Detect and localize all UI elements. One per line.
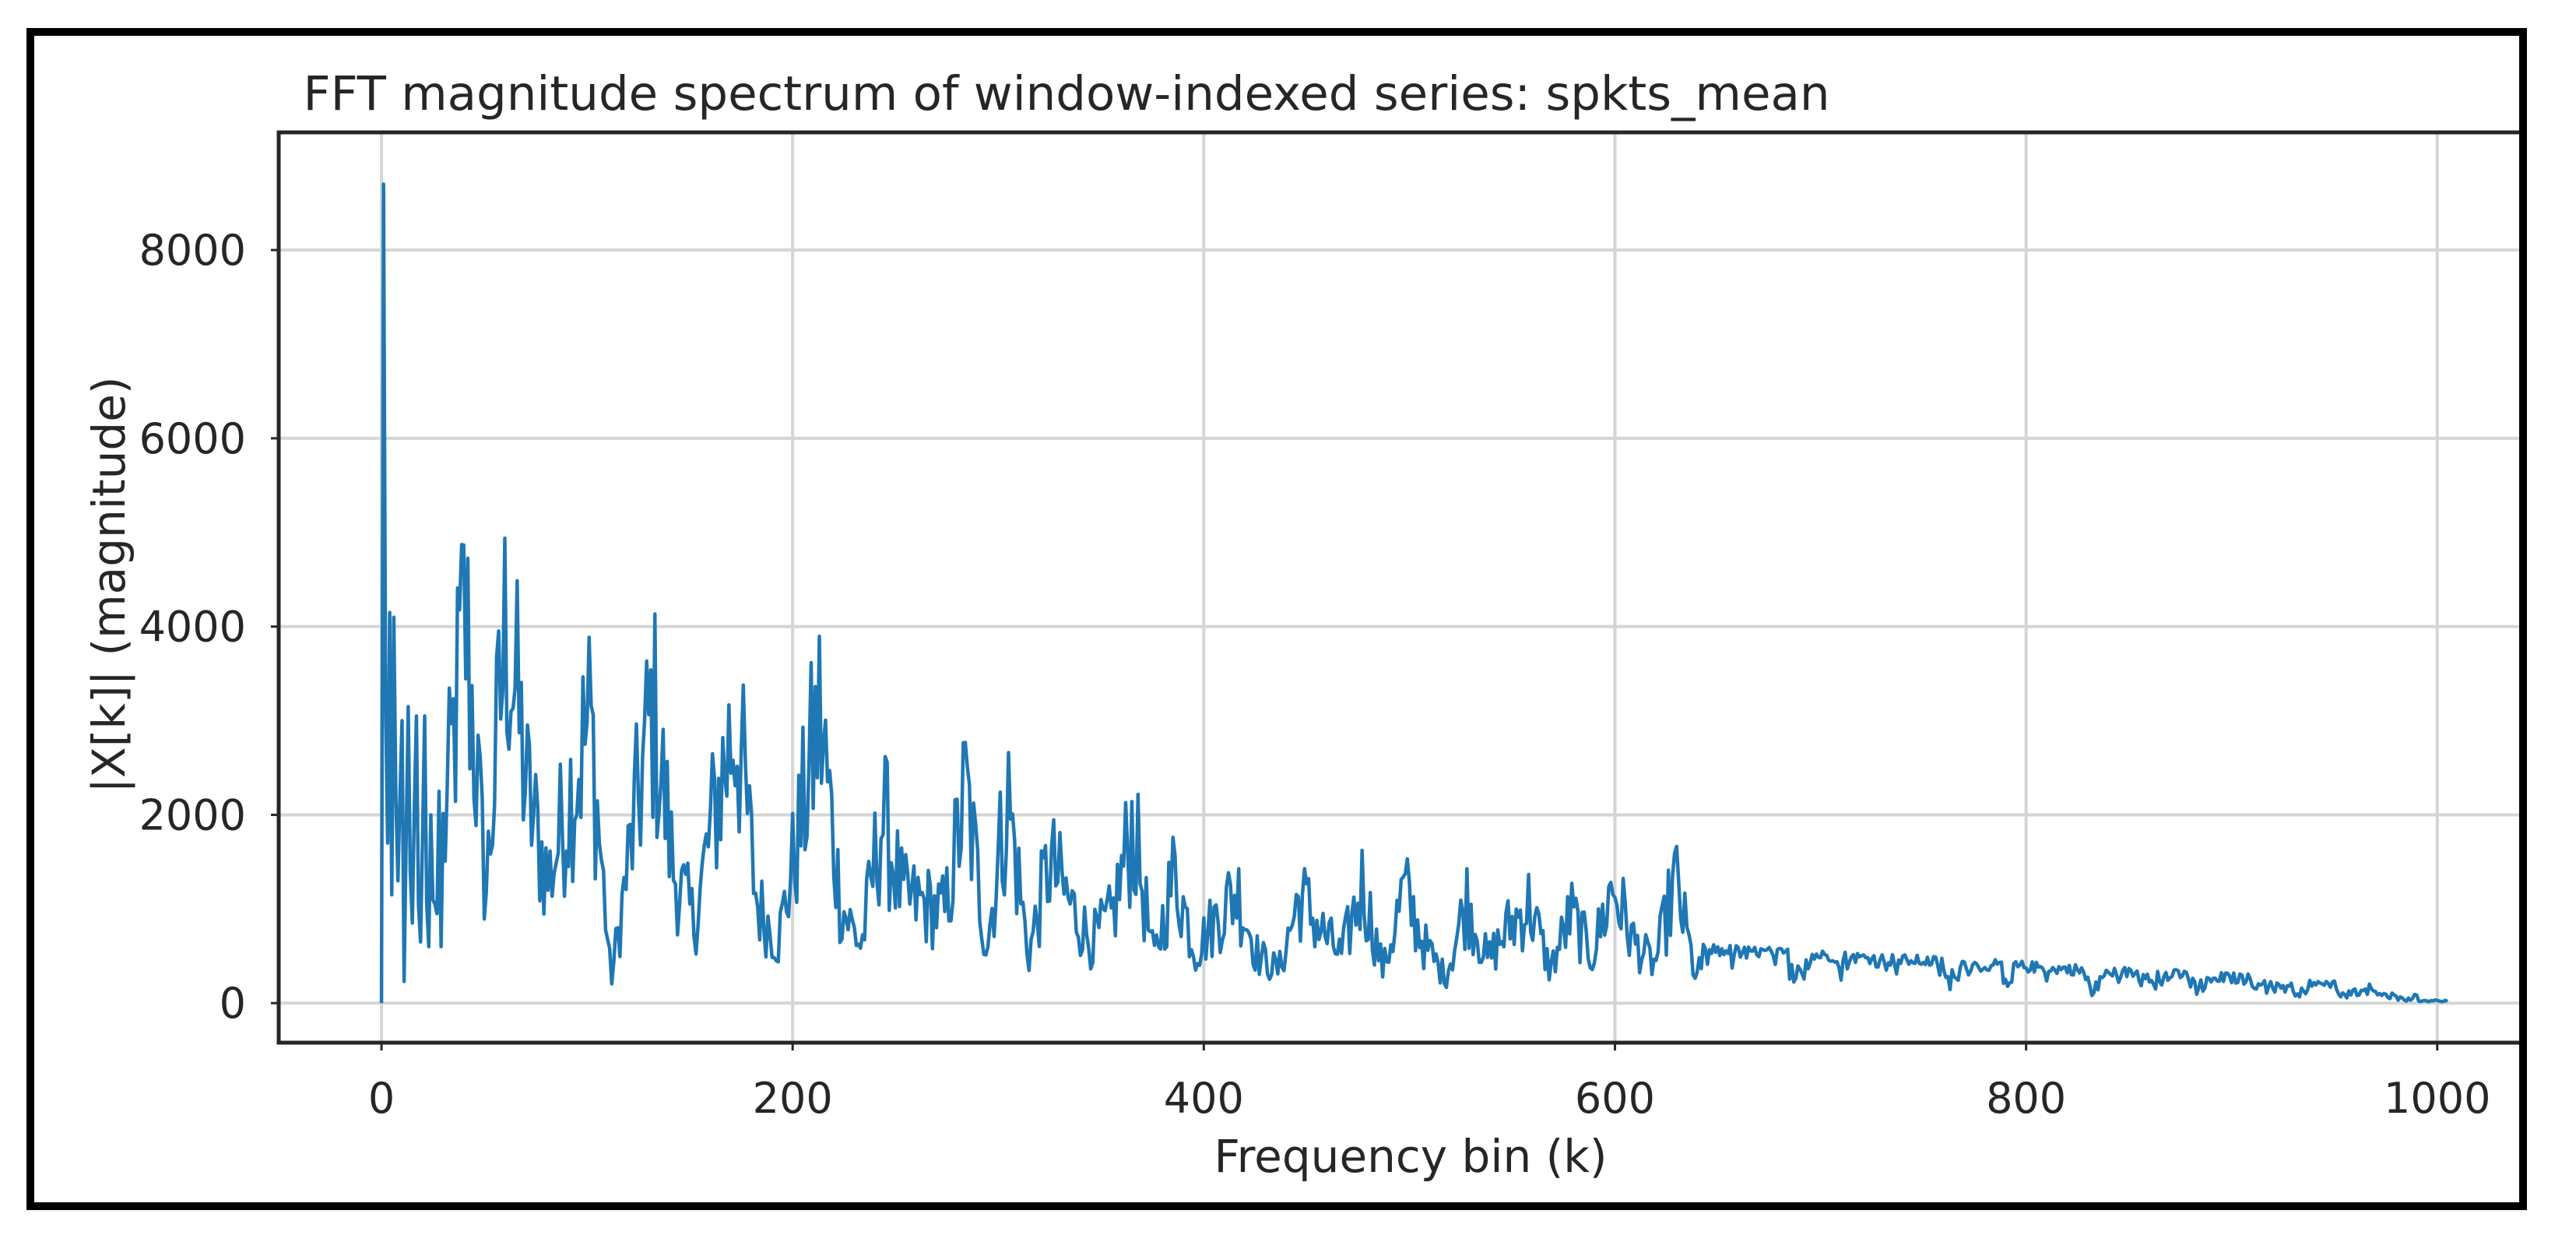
- y-tick-label: 2000: [139, 790, 246, 839]
- y-tick-label: 4000: [139, 603, 246, 652]
- fft-magnitude-line: [379, 182, 2449, 1004]
- x-tick-label: 600: [1575, 1074, 1655, 1123]
- y-axis-title: |X[k]| (magnitude): [83, 376, 135, 793]
- grid-lines: [279, 132, 2519, 1043]
- y-tick-label: 0: [220, 979, 246, 1028]
- series-layer: [379, 182, 2449, 1004]
- chart-title: FFT magnitude spectrum of window-indexed…: [303, 66, 1829, 121]
- x-tick-label: 0: [368, 1074, 395, 1123]
- x-axis-title: Frequency bin (k): [1214, 1130, 1607, 1183]
- x-tick-label: 400: [1164, 1074, 1244, 1123]
- fft-chart: FFT magnitude spectrum of window-indexed…: [83, 66, 2519, 1183]
- y-tick-label: 8000: [139, 226, 246, 275]
- y-tick-label: 6000: [139, 414, 246, 463]
- x-tick-label: 800: [1986, 1074, 2066, 1123]
- plot-area-frame: [276, 130, 2519, 1045]
- axis-ticks: 0 200 400 600 800 1000 0 2000 4000 6000 8000: [139, 226, 2491, 1123]
- x-tick-label: 1000: [2384, 1074, 2490, 1123]
- chart-frame: FFT magnitude spectrum of window-indexed…: [26, 28, 2527, 1210]
- x-tick-label: 200: [753, 1074, 833, 1123]
